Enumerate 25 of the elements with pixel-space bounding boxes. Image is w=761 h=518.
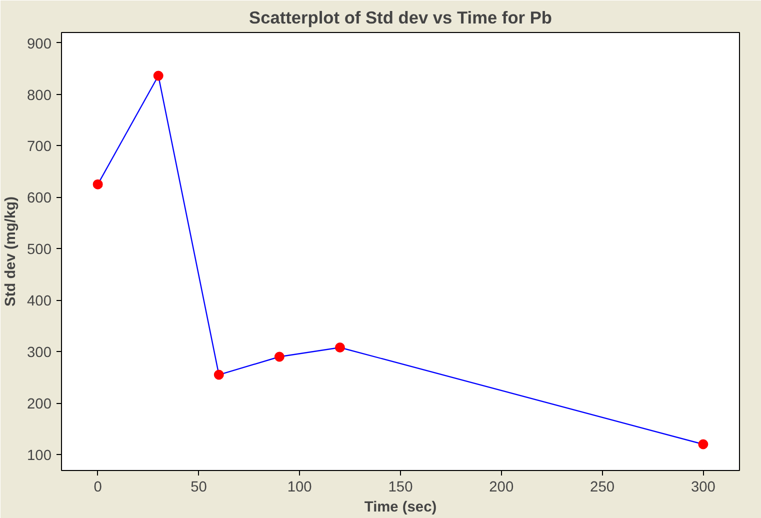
y-tick-label: 500 xyxy=(27,242,52,258)
x-tick-label: 200 xyxy=(489,480,514,496)
point xyxy=(698,439,708,450)
x-tick-label: 100 xyxy=(287,480,312,496)
x-tick-label: 50 xyxy=(190,480,207,496)
y-tick-label: 600 xyxy=(27,190,52,207)
x-tick-label: 300 xyxy=(690,480,716,496)
y-tick-label: 400 xyxy=(27,294,52,310)
point xyxy=(153,70,164,81)
chart-title: Scatterplot of Std dev vs Time for Pb xyxy=(249,8,552,28)
point xyxy=(274,352,284,362)
point xyxy=(92,179,103,190)
x-tick-label: 150 xyxy=(388,480,413,496)
x-tick-label: 0 xyxy=(94,480,102,496)
y-tick-label: 900 xyxy=(27,36,52,52)
y-axis-title: Std dev (mg/kg) xyxy=(3,196,20,306)
y-tick-label: 100 xyxy=(27,448,52,464)
y-tick-label: 800 xyxy=(27,88,52,104)
y-tick-label: 700 xyxy=(27,139,52,156)
y-tick-label: 200 xyxy=(27,396,52,413)
x-tick-label: 250 xyxy=(590,480,615,496)
point xyxy=(334,342,345,352)
x-axis-title: Time (sec) xyxy=(364,500,437,516)
y-tick-label: 300 xyxy=(27,345,52,362)
point xyxy=(214,370,224,380)
